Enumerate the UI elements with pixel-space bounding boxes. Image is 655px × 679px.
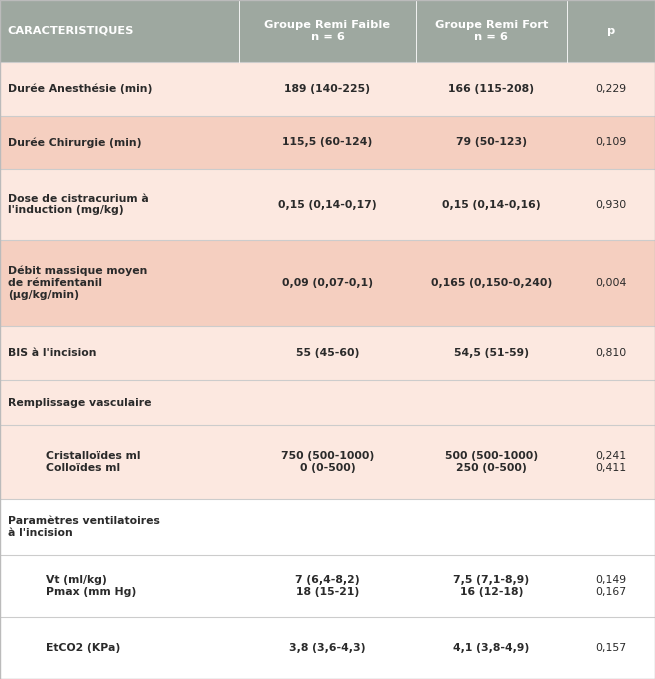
Text: 750 (500-1000)
0 (0-500): 750 (500-1000) 0 (0-500) [281, 452, 374, 473]
FancyBboxPatch shape [0, 0, 655, 62]
Text: 0,15 (0,14-0,17): 0,15 (0,14-0,17) [278, 200, 377, 210]
Text: 0,15 (0,14-0,16): 0,15 (0,14-0,16) [442, 200, 540, 210]
Text: 54,5 (51-59): 54,5 (51-59) [454, 348, 529, 358]
Text: Cristalloïdes ml
Colloïdes ml: Cristalloïdes ml Colloïdes ml [46, 452, 140, 473]
Text: 0,241
0,411: 0,241 0,411 [595, 452, 626, 473]
FancyBboxPatch shape [0, 326, 655, 380]
Text: 0,109: 0,109 [595, 137, 626, 147]
Text: 0,229: 0,229 [595, 84, 626, 94]
Text: 0,09 (0,07-0,1): 0,09 (0,07-0,1) [282, 278, 373, 288]
Text: EtCO2 (KPa): EtCO2 (KPa) [46, 643, 120, 653]
Text: p: p [607, 26, 615, 36]
FancyBboxPatch shape [0, 425, 655, 498]
Text: 0,165 (0,150-0,240): 0,165 (0,150-0,240) [430, 278, 552, 288]
Text: 7,5 (7,1-8,9)
16 (12-18): 7,5 (7,1-8,9) 16 (12-18) [453, 575, 529, 597]
Text: Groupe Remi Fort
n = 6: Groupe Remi Fort n = 6 [434, 20, 548, 41]
Text: 4,1 (3,8-4,9): 4,1 (3,8-4,9) [453, 643, 529, 653]
Text: 0,157: 0,157 [595, 643, 626, 653]
FancyBboxPatch shape [0, 240, 655, 326]
Text: Groupe Remi Faible
n = 6: Groupe Remi Faible n = 6 [265, 20, 390, 41]
Text: 79 (50-123): 79 (50-123) [456, 137, 527, 147]
Text: 166 (115-208): 166 (115-208) [448, 84, 534, 94]
Text: 55 (45-60): 55 (45-60) [296, 348, 359, 358]
Text: 189 (140-225): 189 (140-225) [284, 84, 371, 94]
FancyBboxPatch shape [0, 170, 655, 240]
FancyBboxPatch shape [0, 380, 655, 425]
FancyBboxPatch shape [0, 617, 655, 679]
Text: 0,930: 0,930 [595, 200, 626, 210]
Text: 0,149
0,167: 0,149 0,167 [595, 575, 626, 597]
Text: 500 (500-1000)
250 (0-500): 500 (500-1000) 250 (0-500) [445, 452, 538, 473]
Text: Dose de cistracurium à
l'induction (mg/kg): Dose de cistracurium à l'induction (mg/k… [8, 194, 149, 215]
Text: 3,8 (3,6-4,3): 3,8 (3,6-4,3) [290, 643, 365, 653]
Text: Remplissage vasculaire: Remplissage vasculaire [8, 398, 151, 407]
Text: Vt (ml/kg)
Pmax (mm Hg): Vt (ml/kg) Pmax (mm Hg) [46, 575, 136, 597]
Text: 7 (6,4-8,2)
18 (15-21): 7 (6,4-8,2) 18 (15-21) [295, 575, 360, 597]
Text: Durée Chirurgie (min): Durée Chirurgie (min) [8, 137, 141, 148]
Text: CARACTERISTIQUES: CARACTERISTIQUES [8, 26, 134, 36]
Text: BIS à l'incision: BIS à l'incision [8, 348, 96, 358]
FancyBboxPatch shape [0, 555, 655, 617]
FancyBboxPatch shape [0, 115, 655, 170]
FancyBboxPatch shape [0, 498, 655, 555]
Text: Débit massique moyen
de rémifentanil
(µg/kg/min): Débit massique moyen de rémifentanil (µg… [8, 266, 147, 299]
Text: Paramètres ventilatoires
à l'incision: Paramètres ventilatoires à l'incision [8, 516, 160, 538]
Text: 0,810: 0,810 [595, 348, 626, 358]
Text: 0,004: 0,004 [595, 278, 626, 288]
FancyBboxPatch shape [0, 62, 655, 115]
Text: Durée Anesthésie (min): Durée Anesthésie (min) [8, 84, 152, 94]
Text: 115,5 (60-124): 115,5 (60-124) [282, 137, 373, 147]
